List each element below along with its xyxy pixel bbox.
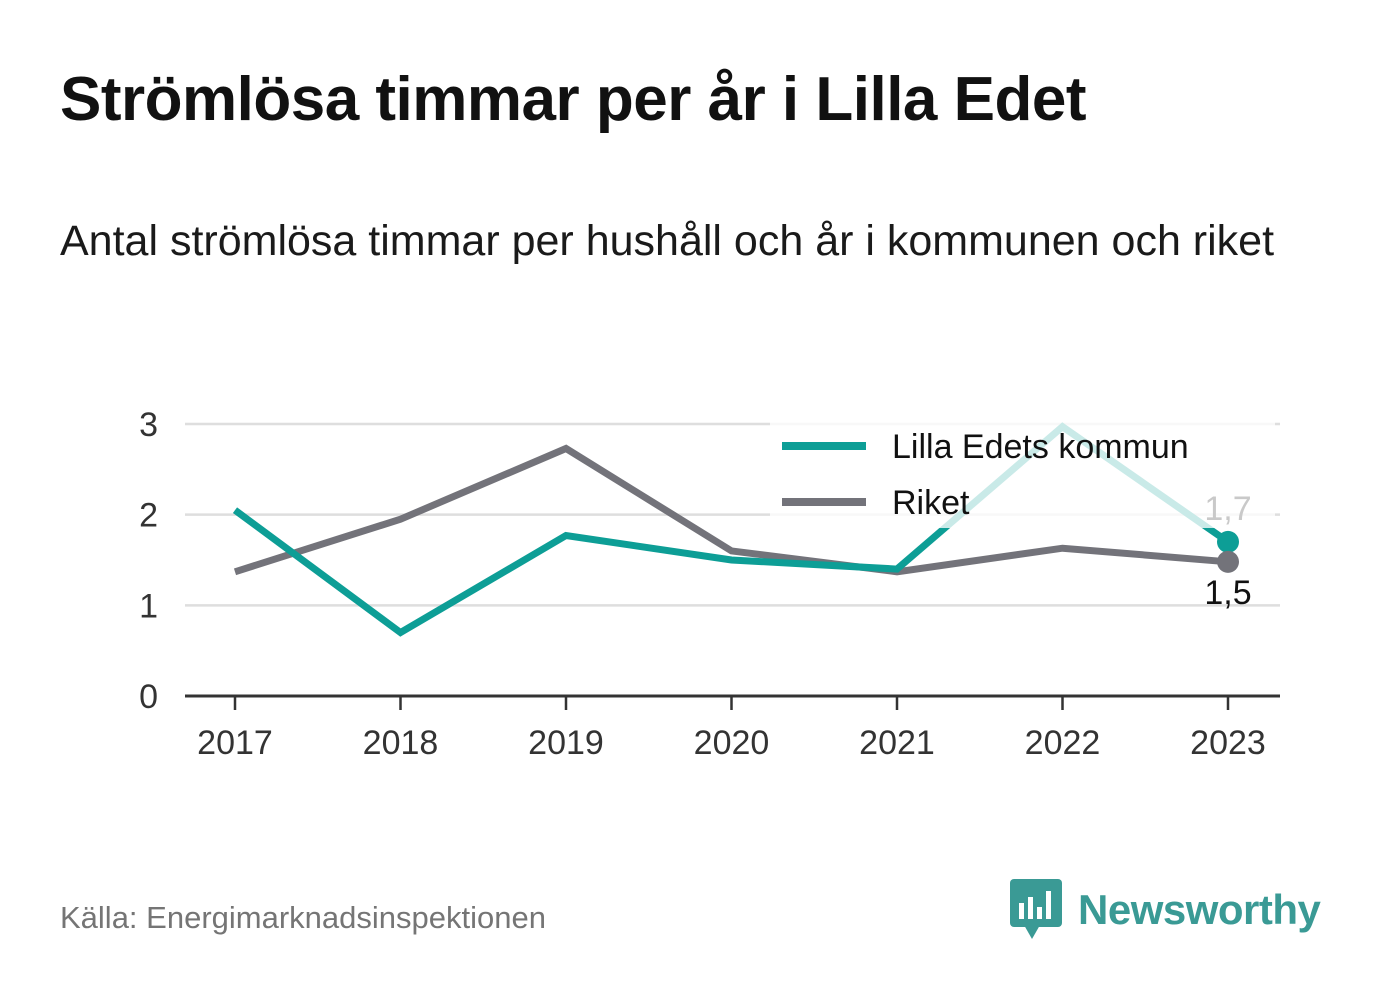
- end-labels: 1,7 1,5: [1204, 490, 1251, 612]
- x-axis: 2017 2018 2019 2020 2021 2022 2023: [185, 694, 1280, 762]
- chart-subtitle: Antal strömlösa timmar per hushåll och å…: [60, 217, 1275, 265]
- x-tick-label: 2019: [528, 724, 604, 762]
- x-tick-label: 2018: [363, 724, 439, 762]
- y-tick-label: 1: [139, 587, 158, 625]
- brand-logo: Newsworthy: [1010, 878, 1321, 942]
- x-tick-label: 2017: [197, 724, 273, 762]
- x-tick-label: 2020: [694, 724, 770, 762]
- legend-label: Riket: [892, 484, 970, 522]
- line-chart: 0 1 2 3 2017 2018 2019 2020 2021 2022 2023 Lilla …: [139, 406, 1280, 762]
- x-tick-label: 2022: [1025, 724, 1101, 762]
- y-tick-label: 3: [139, 406, 158, 444]
- legend-label: Lilla Edets kommun: [892, 428, 1189, 466]
- end-marker: [1217, 550, 1239, 573]
- newsworthy-logo-icon: [1010, 879, 1062, 939]
- legend-box: [770, 420, 1275, 528]
- y-tick-label: 2: [139, 497, 158, 535]
- brand-name: Newsworthy: [1078, 886, 1321, 933]
- end-value-label: 1,5: [1204, 574, 1251, 612]
- end-marker: [1217, 530, 1239, 553]
- x-tick-label: 2023: [1190, 724, 1266, 762]
- x-tick-label: 2021: [859, 724, 935, 762]
- y-tick-label: 0: [139, 678, 158, 716]
- legend: Lilla Edets kommun Riket: [770, 420, 1275, 528]
- y-axis: 0 1 2 3: [139, 406, 158, 716]
- source-note: Källa: Energimarknadsinspektionen: [60, 900, 546, 935]
- end-value-label: 1,7: [1204, 490, 1251, 528]
- chart-title: Strömlösa timmar per år i Lilla Edet: [60, 65, 1086, 134]
